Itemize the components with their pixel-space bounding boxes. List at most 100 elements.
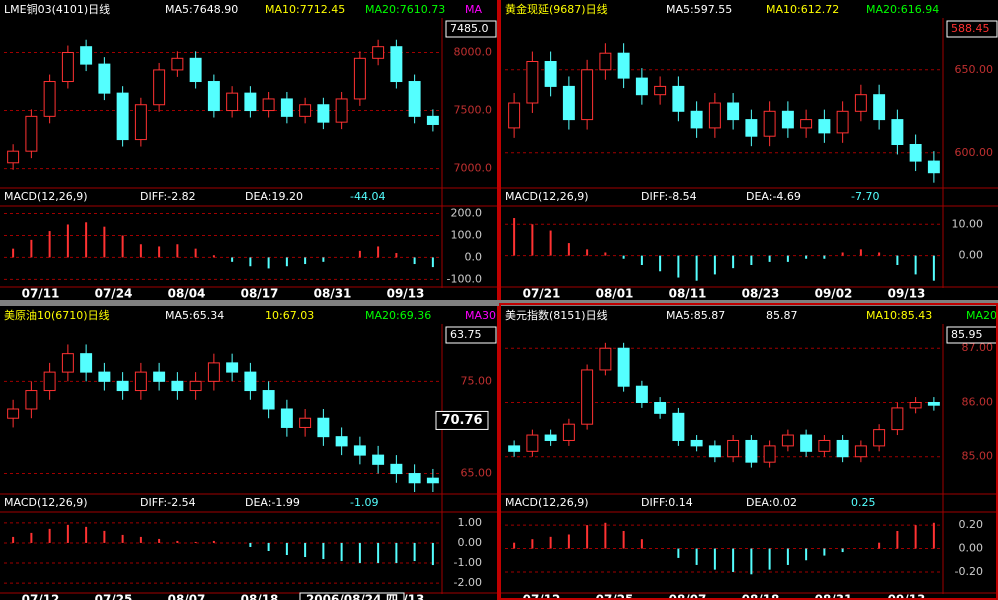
candle-body	[153, 371, 166, 382]
candle-body	[244, 371, 257, 392]
macd-label: DIFF:0.14	[641, 496, 693, 509]
y-tick-label: 10.00	[952, 217, 984, 230]
candle-body	[635, 77, 648, 96]
x-tick-label: 07/24	[95, 287, 133, 301]
candle-body	[781, 110, 794, 129]
candle-body	[80, 353, 93, 373]
macd-label: DEA:0.02	[746, 496, 797, 509]
candle-body	[854, 445, 867, 458]
ma-label: MA5:65.34	[165, 309, 224, 322]
candle-body	[800, 119, 813, 129]
candle-body	[891, 119, 904, 145]
candle-body	[873, 429, 886, 447]
candle-body	[25, 390, 38, 410]
candle-body	[672, 85, 685, 112]
candle-body	[617, 52, 630, 79]
candle-body	[7, 150, 20, 164]
candle-body	[134, 104, 147, 141]
y-tick-label: 87.00	[962, 341, 994, 354]
candle-body	[836, 110, 849, 134]
y-tick-label: 0.00	[458, 536, 483, 549]
ma-label: 85.87	[766, 309, 798, 322]
cursor-value: 70.76	[441, 413, 482, 428]
x-tick-label: 08/04	[168, 287, 206, 301]
chart-title: 美元指数(8151)日线	[505, 308, 608, 322]
macd-label: DIFF:-2.82	[140, 190, 196, 203]
y-tick-label: 75.00	[461, 374, 493, 387]
macd-label: DEA:19.20	[245, 190, 303, 203]
y-tick-label: 100.0	[451, 228, 483, 241]
candle-body	[654, 85, 667, 96]
candle-body	[581, 69, 594, 121]
y-tick-label: 85.00	[962, 450, 994, 463]
candle-body	[98, 63, 111, 94]
y-tick-label: 7000.0	[454, 162, 493, 175]
x-tick-label: 09/13	[888, 287, 926, 301]
candle-body	[745, 439, 758, 463]
ma-label: MA5:597.55	[666, 3, 732, 16]
macd-label: DEA:-1.99	[245, 496, 300, 509]
ma-label: MA20:69.36	[365, 309, 431, 322]
candle-body	[672, 412, 685, 441]
candle-body	[207, 362, 220, 382]
last-price: 7485.0	[450, 22, 489, 35]
y-tick-label: 7500.0	[454, 104, 493, 117]
candle-body	[927, 401, 940, 406]
candle-body	[25, 115, 38, 152]
candle-body	[426, 477, 439, 484]
x-tick-label: 08/31	[314, 287, 352, 301]
chart-panel: 黄金现延(9687)日线 MA5:597.55 MA10:612.72 MA20:61…	[501, 2, 998, 301]
x-tick-label: 07/25	[95, 593, 133, 600]
candle-body	[189, 380, 202, 392]
candle-body	[171, 57, 184, 71]
chart-panel: 美原油10(6710)日线 MA5:65.34 10:67.03 MA20:69.36…	[0, 308, 497, 600]
candle-body	[873, 94, 886, 121]
candle-body	[98, 371, 111, 382]
candle-body	[909, 401, 922, 409]
candle-body	[299, 104, 312, 117]
candle-body	[7, 408, 20, 419]
y-tick-label: -0.20	[955, 565, 983, 578]
active-frame	[499, 303, 998, 600]
x-tick-label: 08/18	[742, 593, 780, 600]
candle-body	[818, 439, 831, 452]
ma-label: MA10:85.43	[866, 309, 932, 322]
x-tick-label: 08/07	[669, 593, 707, 600]
macd-label: 0.25	[851, 496, 876, 509]
y-tick-label: 0.20	[959, 518, 984, 531]
candle-body	[426, 115, 439, 125]
candle-body	[317, 104, 330, 123]
chart-title: 黄金现延(9687)日线	[505, 2, 608, 16]
candle-body	[207, 81, 220, 112]
x-tick-label: 07/12	[523, 593, 561, 600]
ma-label: MA20:616.94	[866, 3, 939, 16]
candle-body	[708, 102, 721, 129]
last-price-box	[946, 20, 998, 38]
candle-body	[909, 144, 922, 162]
candle-body	[335, 436, 348, 447]
chart-title: 美原油10(6710)日线	[4, 308, 110, 322]
candle-body	[690, 110, 703, 129]
x-tick-label: 08/23	[742, 287, 780, 301]
candle-body	[617, 347, 630, 387]
macd-label: DEA:-4.69	[746, 190, 801, 203]
candle-body	[508, 445, 521, 452]
candle-body	[61, 52, 74, 83]
candle-body	[80, 46, 93, 65]
candle-body	[390, 463, 403, 475]
candle-body	[280, 408, 293, 428]
macd-label: DIFF:-2.54	[140, 496, 196, 509]
candle-body	[763, 445, 776, 463]
candle-body	[43, 371, 56, 392]
last-price-box	[445, 326, 497, 344]
chart-panel: LME铜03(4101)日线 MA5:7648.90 MA10:7712.45 MA2…	[0, 2, 497, 301]
macd-label: -1.09	[350, 496, 378, 509]
last-price: 588.45	[951, 22, 990, 35]
candle-body	[854, 94, 867, 112]
macd-label: -44.04	[350, 190, 385, 203]
x-tick-label: 08/17	[241, 287, 279, 301]
y-tick-label: -1.00	[454, 556, 482, 569]
candle-body	[800, 434, 813, 452]
